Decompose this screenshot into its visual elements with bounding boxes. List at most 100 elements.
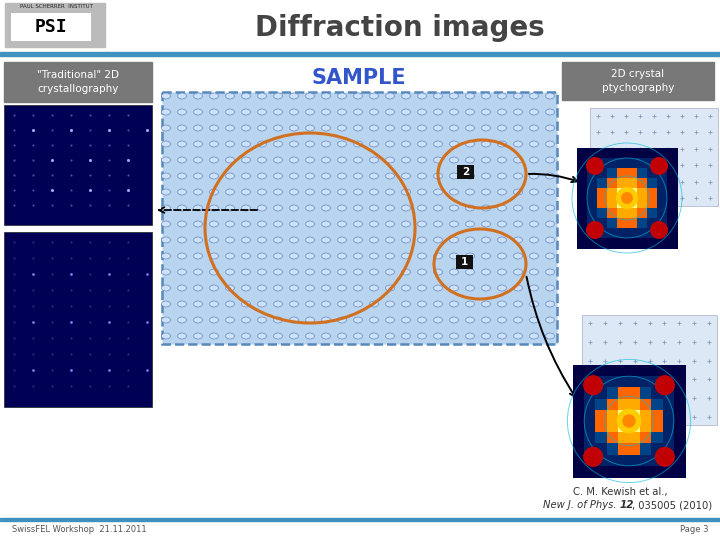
Text: PAUL SCHERRER  INSTITUT: PAUL SCHERRER INSTITUT: [19, 4, 92, 10]
Text: 2: 2: [462, 167, 469, 177]
Ellipse shape: [385, 205, 395, 211]
Ellipse shape: [385, 141, 395, 147]
Ellipse shape: [225, 253, 235, 259]
Ellipse shape: [498, 221, 506, 227]
Ellipse shape: [289, 141, 299, 147]
Bar: [667, 198, 678, 208]
Ellipse shape: [210, 157, 218, 163]
Ellipse shape: [369, 333, 379, 339]
Ellipse shape: [338, 93, 346, 99]
Ellipse shape: [466, 237, 474, 243]
Ellipse shape: [274, 189, 282, 195]
Ellipse shape: [546, 301, 554, 307]
Bar: [667, 158, 678, 168]
Ellipse shape: [354, 173, 362, 179]
Ellipse shape: [258, 93, 266, 99]
Bar: [667, 168, 678, 179]
Ellipse shape: [289, 189, 299, 195]
Ellipse shape: [418, 125, 426, 131]
Bar: [662, 432, 675, 444]
Bar: [662, 376, 675, 388]
Ellipse shape: [369, 125, 379, 131]
Bar: [577, 168, 588, 179]
Ellipse shape: [210, 205, 218, 211]
Ellipse shape: [369, 189, 379, 195]
Bar: [618, 443, 629, 455]
Bar: [595, 387, 607, 399]
Ellipse shape: [650, 221, 668, 239]
Ellipse shape: [178, 125, 186, 131]
Ellipse shape: [449, 285, 459, 291]
Bar: [573, 432, 585, 444]
Ellipse shape: [498, 301, 506, 307]
Ellipse shape: [529, 173, 539, 179]
Ellipse shape: [305, 157, 315, 163]
Ellipse shape: [498, 109, 506, 115]
Bar: [618, 421, 629, 433]
Ellipse shape: [194, 285, 202, 291]
Bar: [640, 443, 652, 455]
Ellipse shape: [305, 125, 315, 131]
Bar: [647, 148, 657, 159]
Ellipse shape: [258, 269, 266, 275]
Ellipse shape: [546, 141, 554, 147]
Bar: [667, 228, 678, 239]
Bar: [617, 178, 628, 188]
Bar: [627, 168, 637, 179]
Bar: [674, 466, 685, 477]
Bar: [584, 399, 596, 410]
Bar: [637, 188, 647, 199]
Bar: [674, 365, 685, 377]
Ellipse shape: [225, 109, 235, 115]
Ellipse shape: [289, 125, 299, 131]
Ellipse shape: [498, 285, 506, 291]
Bar: [597, 238, 608, 248]
Bar: [577, 218, 588, 228]
Bar: [606, 376, 618, 388]
Ellipse shape: [513, 333, 523, 339]
Ellipse shape: [305, 173, 315, 179]
Ellipse shape: [289, 157, 299, 163]
Bar: [573, 466, 585, 477]
Bar: [587, 208, 598, 219]
Ellipse shape: [529, 141, 539, 147]
Bar: [618, 399, 629, 410]
Bar: [667, 238, 678, 248]
Ellipse shape: [338, 109, 346, 115]
Bar: [162, 92, 557, 344]
Ellipse shape: [178, 285, 186, 291]
Ellipse shape: [178, 301, 186, 307]
Bar: [577, 238, 588, 248]
Bar: [667, 218, 678, 228]
Ellipse shape: [210, 237, 218, 243]
Ellipse shape: [529, 237, 539, 243]
Bar: [597, 208, 608, 219]
Ellipse shape: [546, 269, 554, 275]
Ellipse shape: [289, 285, 299, 291]
Bar: [652, 410, 663, 422]
Ellipse shape: [225, 221, 235, 227]
Ellipse shape: [385, 317, 395, 323]
Ellipse shape: [210, 253, 218, 259]
Bar: [584, 387, 596, 399]
Ellipse shape: [449, 269, 459, 275]
Ellipse shape: [322, 109, 330, 115]
Bar: [587, 198, 598, 208]
Ellipse shape: [385, 221, 395, 227]
Ellipse shape: [513, 269, 523, 275]
Bar: [618, 432, 629, 444]
Ellipse shape: [354, 141, 362, 147]
Ellipse shape: [433, 157, 443, 163]
Ellipse shape: [498, 125, 506, 131]
Ellipse shape: [305, 205, 315, 211]
Ellipse shape: [369, 237, 379, 243]
Bar: [617, 188, 628, 199]
Ellipse shape: [586, 221, 604, 239]
Ellipse shape: [513, 157, 523, 163]
Bar: [573, 399, 585, 410]
Ellipse shape: [418, 109, 426, 115]
Ellipse shape: [194, 221, 202, 227]
Ellipse shape: [498, 237, 506, 243]
Ellipse shape: [322, 253, 330, 259]
Ellipse shape: [241, 221, 251, 227]
